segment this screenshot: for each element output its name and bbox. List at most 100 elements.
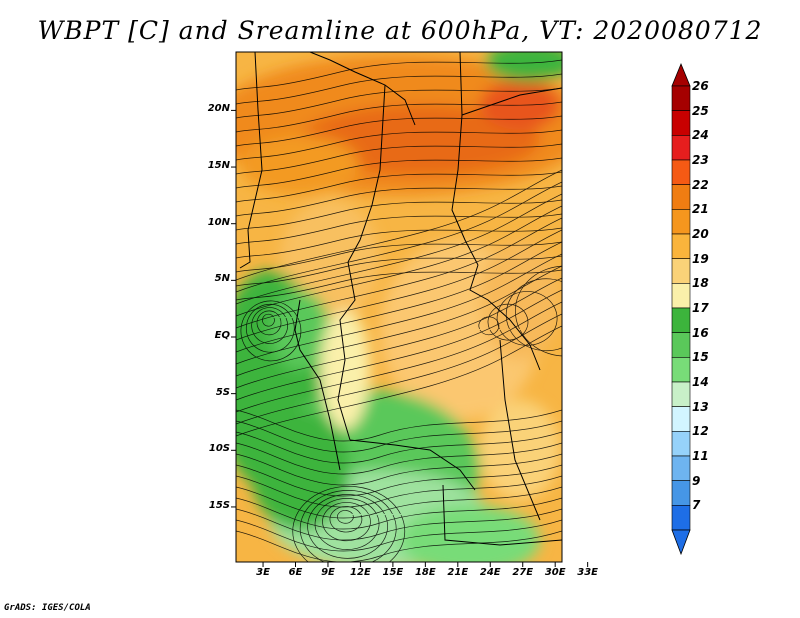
colorbar-swatch: [671, 110, 691, 136]
streamline: [236, 253, 562, 365]
streamline: [236, 255, 562, 287]
colorbar-swatch: [671, 357, 691, 383]
lat-label: 15S: [208, 499, 230, 511]
streamline: [236, 475, 562, 508]
colorbar-label: 22: [692, 177, 709, 192]
streamline: [236, 277, 562, 389]
streamline: [236, 171, 562, 203]
streamline: [236, 420, 562, 453]
streamline: [236, 169, 562, 281]
streamline: [236, 269, 562, 301]
colorbar-label: 20: [692, 227, 709, 241]
streamline: [236, 508, 562, 541]
colorbar-label: 14: [692, 375, 709, 389]
colorbar-swatch: [671, 431, 691, 457]
streamline: [236, 143, 562, 175]
colorbar-label: 12: [692, 424, 709, 439]
colorbar-label: 19: [692, 251, 709, 266]
streamline: [487, 303, 529, 341]
colorbar-label: 24: [692, 128, 709, 143]
streamline: [505, 278, 562, 352]
streamline: [496, 291, 558, 346]
streamline: [236, 217, 562, 329]
lon-label: 12E: [350, 567, 371, 578]
colorbar-swatch: [671, 159, 691, 185]
lon-label: 6E: [288, 567, 303, 578]
streamline: [236, 73, 562, 105]
colorbar-swatch: [671, 258, 691, 284]
lon-label: 9E: [321, 567, 335, 578]
streamline: [236, 205, 562, 317]
streamline: [236, 301, 562, 413]
colorbar-swatch: [671, 135, 691, 161]
streamline: [236, 313, 562, 425]
streamline: [236, 497, 562, 530]
streamline: [236, 59, 562, 91]
grads-credit: GrADS: IGES/COLA: [4, 603, 91, 613]
colorbar-swatch: [671, 283, 691, 309]
streamline: [240, 300, 302, 362]
colorbar-label: 17: [692, 301, 709, 315]
streamline: [236, 229, 562, 341]
temperature-field: [236, 52, 562, 562]
colorbar-swatch: [671, 307, 691, 333]
colorbar-label: 21: [692, 202, 709, 217]
colorbar-label: 13: [692, 399, 709, 414]
streamline: [307, 494, 388, 559]
streamline: [236, 453, 562, 486]
country-borders: [239, 52, 562, 546]
streamline: [236, 213, 562, 245]
colorbar-label: 18: [692, 276, 709, 291]
streamline: [236, 409, 562, 442]
streamline: [236, 227, 562, 259]
streamline: [245, 303, 295, 353]
streamline: [236, 129, 562, 161]
lon-label: 33E: [577, 567, 599, 578]
colorbar-swatch: [671, 209, 691, 235]
colorbar-label: 26: [692, 79, 709, 93]
map-frame: [235, 51, 563, 563]
colorbar-label: 25: [692, 103, 709, 118]
streamline: [322, 502, 371, 542]
streamline: [236, 464, 562, 497]
streamline: [256, 310, 282, 336]
lat-label: 10N: [207, 216, 230, 228]
colorbar-label: 23: [692, 153, 709, 167]
colorbar-swatch: [671, 406, 691, 432]
lat-label: EQ: [214, 330, 230, 341]
colorbar-swatch: [671, 85, 691, 111]
colorbar-swatch: [671, 480, 691, 506]
streamline: [236, 265, 562, 377]
streamline: [236, 185, 562, 217]
streamline: [236, 325, 562, 437]
streamline: [337, 510, 354, 524]
streamline: [236, 289, 562, 401]
streamline: [236, 530, 562, 562]
streamline: [236, 181, 562, 293]
streamline: [292, 486, 406, 562]
colorbar-label: 7: [692, 498, 701, 513]
colorbar-swatch: [671, 505, 691, 531]
colorbar-label: 16: [692, 325, 709, 340]
lat-label: 5S: [215, 386, 230, 398]
colorbar-swatch: [671, 233, 691, 259]
lon-label: 24E: [479, 567, 501, 578]
colorbar-label: 9: [692, 473, 701, 488]
streamline: [251, 307, 288, 344]
lat-label: 20N: [207, 103, 230, 115]
lon-label: 21E: [447, 567, 469, 578]
streamline: [478, 316, 500, 336]
streamline: [236, 486, 562, 519]
streamline: [236, 241, 562, 353]
streamline: [262, 313, 275, 327]
colorbar-swatch: [671, 184, 691, 210]
streamline: [236, 199, 562, 231]
colorbar: [671, 62, 691, 556]
streamline: [299, 490, 397, 562]
colorbar-bottom-arrow: [671, 529, 691, 556]
lat-label: 10S: [208, 443, 230, 455]
streamline: [515, 265, 562, 357]
lat-label: 5N: [214, 273, 230, 285]
lon-label: 18E: [414, 567, 436, 578]
